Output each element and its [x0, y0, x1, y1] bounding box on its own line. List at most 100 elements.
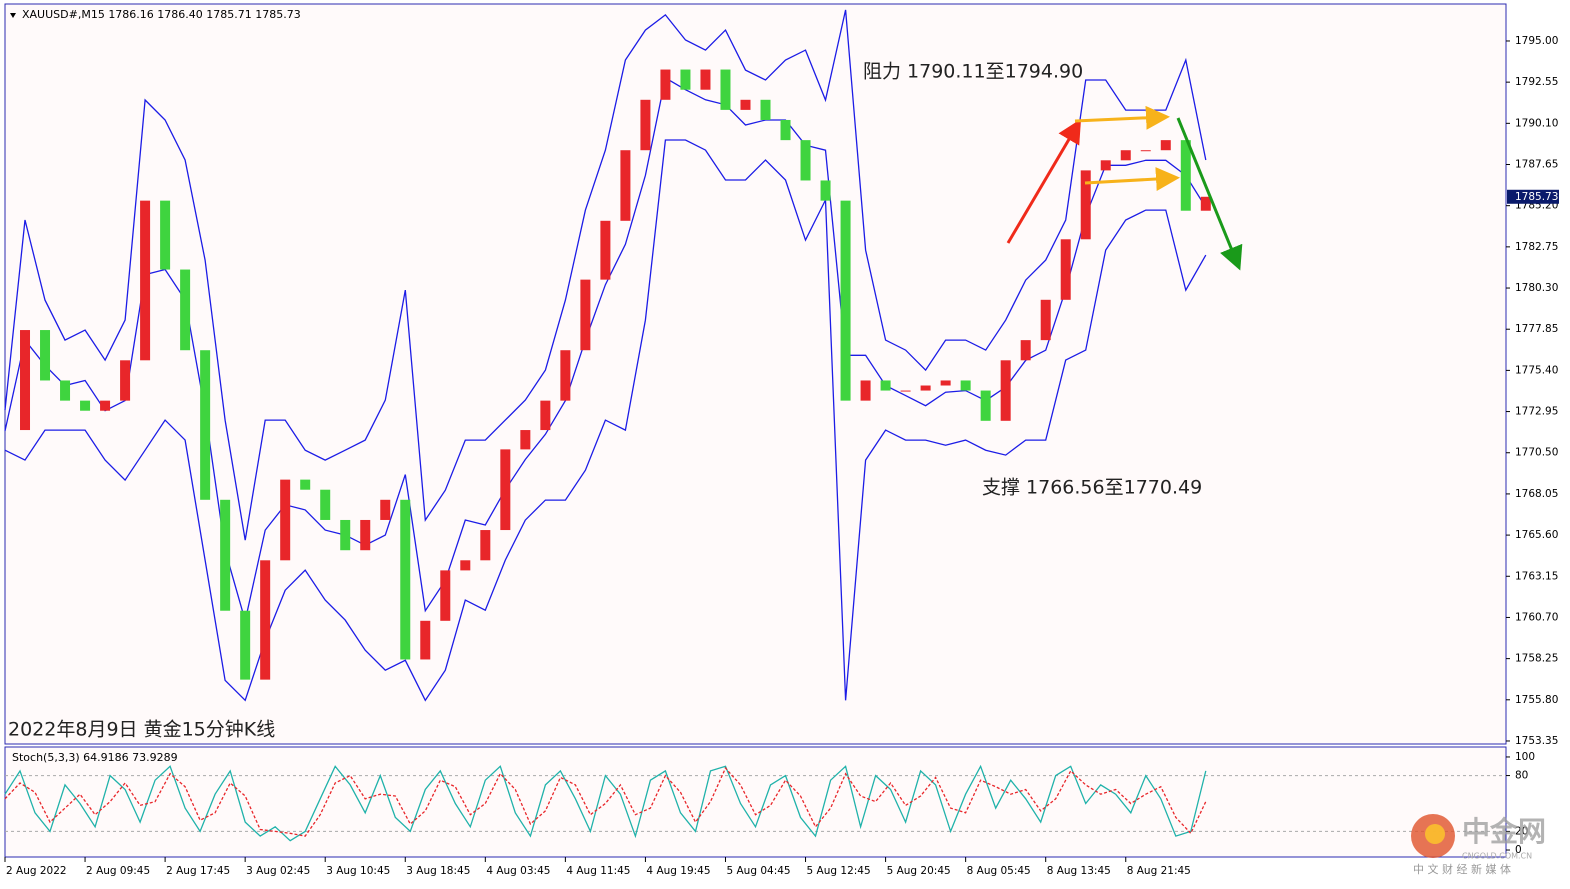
candle [1140, 150, 1151, 152]
x-tick-label: 3 Aug 10:45 [326, 865, 390, 877]
candle [420, 620, 431, 660]
candle [280, 479, 291, 561]
candle [1100, 160, 1111, 171]
y-tick-label: 1770.50 [1515, 447, 1558, 459]
candle [1000, 360, 1011, 421]
candle [940, 380, 951, 386]
x-tick-label: 4 Aug 03:45 [486, 865, 550, 877]
candle [760, 99, 771, 120]
candle [320, 489, 331, 520]
annotation: 2022年8月9日 黄金15分钟K线 [8, 719, 275, 741]
x-tick-label: 4 Aug 19:45 [646, 865, 710, 877]
x-tick-label: 8 Aug 21:45 [1127, 865, 1191, 877]
stoch-panel [4, 746, 1507, 858]
stoch-k [4, 764, 1207, 842]
candle [980, 390, 991, 421]
candle [600, 220, 611, 280]
x-tick-label: 5 Aug 12:45 [807, 865, 871, 877]
y-tick-label: 1780.30 [1515, 282, 1558, 294]
candle [900, 390, 911, 392]
candle [1160, 140, 1171, 151]
y-tick-label: 1795.00 [1515, 35, 1558, 47]
candle [1080, 170, 1091, 240]
candle [1120, 150, 1131, 161]
y-tick-label: 1755.80 [1515, 694, 1558, 706]
candle [140, 200, 151, 361]
y-tick-label: 1782.75 [1515, 241, 1558, 253]
x-tick-label: 4 Aug 11:45 [566, 865, 630, 877]
candle [840, 200, 851, 401]
candle [660, 69, 671, 100]
y-tick-label: 1768.05 [1515, 488, 1558, 500]
watermark: 中金网 CNGOLD.COM.CN 中 文 财 经 新 媒 体 [1411, 814, 1546, 876]
annotation: 支撑 1766.56至1770.49 [982, 477, 1202, 499]
y-tick-label: 20 [1515, 825, 1528, 837]
candle [200, 350, 211, 500]
y-tick-label: 1772.95 [1515, 406, 1558, 418]
candle [920, 385, 931, 391]
candle [1020, 340, 1031, 361]
bollinger-lower [4, 139, 1207, 702]
candle [300, 479, 311, 490]
y-tick-label: 80 [1515, 770, 1528, 782]
candle [740, 99, 751, 110]
watermark-name: 中金网 [1462, 815, 1546, 848]
candle [1060, 239, 1071, 300]
candle [100, 400, 111, 411]
candle [340, 519, 351, 551]
y-tick-label: 1777.85 [1515, 323, 1558, 335]
y-tick-label: 1765.60 [1515, 529, 1558, 541]
candle [260, 560, 271, 680]
y-tick-label: 1790.10 [1515, 117, 1558, 129]
candle [20, 330, 31, 431]
collapse-icon [10, 13, 16, 18]
candle [700, 69, 711, 90]
y-tick-label: 1753.35 [1515, 735, 1558, 747]
y-tick-label: 1787.65 [1515, 159, 1558, 171]
y-tick-label: 1760.70 [1515, 611, 1558, 623]
y-tick-label: 1763.15 [1515, 570, 1558, 582]
candle [60, 380, 71, 401]
x-tick-label: 3 Aug 02:45 [246, 865, 310, 877]
logo [1425, 824, 1445, 844]
price-panel [4, 3, 1507, 745]
chart-header: XAUUSD#,M15 1786.16 1786.40 1785.71 1785… [22, 8, 301, 21]
candle [540, 400, 551, 431]
x-tick-label: 5 Aug 04:45 [726, 865, 790, 877]
candle [560, 350, 571, 401]
y-tick-label: 1758.25 [1515, 653, 1558, 665]
watermark-tagline: 中 文 财 经 新 媒 体 [1413, 862, 1511, 876]
candle [500, 449, 511, 531]
candle [480, 530, 491, 561]
candle [80, 400, 91, 411]
candle [380, 499, 391, 520]
candle [800, 140, 811, 181]
candle [240, 610, 251, 680]
candle [580, 279, 591, 351]
candle [640, 99, 651, 151]
down-arrow [1176, 117, 1243, 271]
candle [720, 69, 731, 110]
y-tick-label: 1792.55 [1515, 76, 1558, 88]
plot-layer: 1795.001792.551790.101787.651785.201782.… [4, 9, 1559, 877]
range-arrow [1074, 105, 1170, 130]
x-tick-label: 2 Aug 17:45 [166, 865, 230, 877]
candle [1200, 196, 1211, 211]
stoch-header: Stoch(5,3,3) 64.9186 73.9289 [12, 751, 178, 764]
candle [880, 380, 891, 391]
range-arrow [1084, 167, 1180, 191]
candle [1180, 140, 1191, 211]
candle [400, 499, 411, 660]
price-tag [1507, 189, 1559, 204]
candle [860, 380, 871, 401]
candle [440, 570, 451, 621]
watermark-domain: CNGOLD.COM.CN [1462, 852, 1532, 861]
x-tick-label: 5 Aug 20:45 [887, 865, 951, 877]
x-tick-label: 3 Aug 18:45 [406, 865, 470, 877]
candle [620, 150, 631, 221]
candle [680, 69, 691, 90]
candle [220, 499, 231, 611]
x-tick-label: 8 Aug 05:45 [967, 865, 1031, 877]
candle [180, 269, 191, 351]
